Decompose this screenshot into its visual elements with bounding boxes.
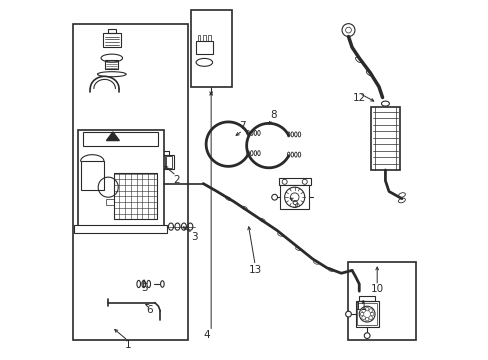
Bar: [113, 173, 156, 220]
Text: 6: 6: [146, 305, 152, 315]
Text: 7: 7: [239, 121, 245, 131]
Bar: [357, 303, 376, 325]
Bar: [196, 41, 212, 54]
Bar: [355, 301, 378, 327]
Text: 4: 4: [203, 330, 210, 340]
Bar: [156, 155, 174, 168]
Bar: [74, 225, 167, 233]
Bar: [190, 10, 231, 87]
Text: 1: 1: [124, 340, 131, 350]
Text: 2: 2: [173, 175, 179, 185]
Text: 11: 11: [354, 302, 367, 312]
Bar: [73, 24, 187, 339]
Bar: [107, 29, 116, 33]
Bar: [157, 156, 164, 168]
Text: 12: 12: [352, 93, 365, 103]
Text: 8: 8: [269, 111, 276, 121]
Text: 3: 3: [191, 232, 197, 242]
Bar: [197, 35, 200, 41]
Bar: [102, 33, 121, 47]
Bar: [165, 156, 172, 168]
Bar: [105, 60, 118, 69]
Bar: [278, 178, 310, 185]
Circle shape: [364, 333, 369, 338]
Bar: [208, 35, 211, 41]
Text: 10: 10: [370, 284, 383, 294]
Bar: [370, 107, 399, 170]
Bar: [359, 296, 375, 301]
Text: 13: 13: [248, 265, 262, 275]
Bar: [348, 262, 415, 339]
Circle shape: [271, 194, 277, 200]
Bar: [78, 130, 163, 226]
Circle shape: [345, 311, 351, 317]
Bar: [81, 161, 104, 190]
Bar: [83, 132, 158, 146]
Bar: [203, 35, 205, 41]
Text: 5: 5: [141, 283, 147, 293]
Text: 9: 9: [291, 200, 297, 210]
Bar: [106, 199, 114, 205]
Polygon shape: [106, 132, 119, 140]
Bar: [280, 185, 308, 209]
